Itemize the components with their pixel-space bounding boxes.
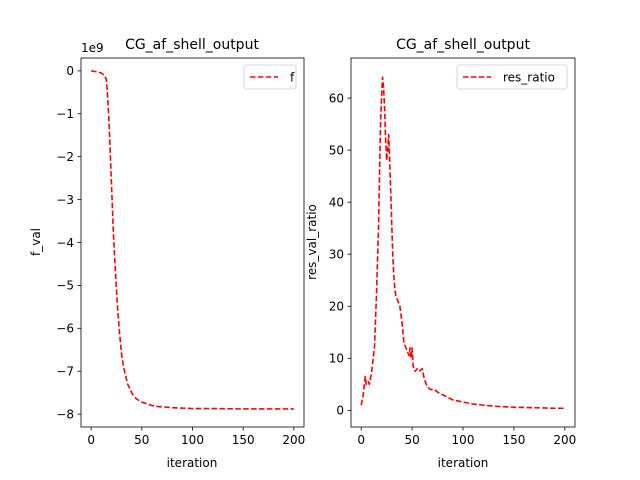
chart-left-legend-label: f <box>290 71 295 85</box>
chart-left-xtick-label: 200 <box>282 433 305 447</box>
chart-left-ytick-label: −3 <box>56 193 74 207</box>
chart-right-ytick-label: 20 <box>329 300 344 314</box>
chart-right-xlabel: iteration <box>438 456 489 470</box>
chart-left-series-line-0 <box>91 70 294 410</box>
chart-right-ytick-label: 30 <box>329 248 344 262</box>
chart-left: CG_af_shell_output 1e9 iteration f_val 0… <box>29 37 305 470</box>
chart-right-xtick-label: 200 <box>553 433 576 447</box>
chart-left-ytick-label: −5 <box>56 279 74 293</box>
chart-left-title: CG_af_shell_output <box>125 37 259 53</box>
chart-left-xtick-label: 100 <box>181 433 204 447</box>
chart-right-ytick-label: 40 <box>329 195 344 209</box>
chart-left-ytick-label: −7 <box>56 365 74 379</box>
chart-left-ytick-label: 0 <box>66 64 74 78</box>
chart-right-ytick-label: 10 <box>329 352 344 366</box>
chart-left-xtick-label: 0 <box>87 433 95 447</box>
chart-left-ytick-label: −6 <box>56 322 74 336</box>
chart-right-title: CG_af_shell_output <box>396 37 530 53</box>
chart-right-xtick-label: 0 <box>357 433 365 447</box>
chart-right-xtick-label: 50 <box>404 433 419 447</box>
chart-right-legend-box <box>456 64 568 90</box>
chart-left-ytick-label: −8 <box>56 407 74 421</box>
chart-right-ytick-label: 60 <box>329 91 344 105</box>
chart-right: CG_af_shell_output iteration res_val_rat… <box>305 37 576 470</box>
chart-right-series-line-0 <box>360 76 565 410</box>
chart-left-ytick-label: −4 <box>56 236 74 250</box>
chart-right-ytick-label: 50 <box>329 143 344 157</box>
chart-left-ylabel: f_val <box>29 228 43 256</box>
chart-left-ytick-label: −2 <box>56 150 74 164</box>
chart-right-legend-label: res_ratio <box>503 71 555 85</box>
chart-right-xtick-label: 100 <box>452 433 475 447</box>
chart-left-xtick-label: 50 <box>134 433 149 447</box>
chart-right-ytick-label: 0 <box>336 404 344 418</box>
chart-left-xtick-label: 150 <box>232 433 255 447</box>
chart-left-xlabel: iteration <box>167 456 218 470</box>
chart-left-offset-text: 1e9 <box>81 41 104 55</box>
chart-right-xtick-label: 150 <box>502 433 525 447</box>
chart-left-ytick-label: −1 <box>56 107 74 121</box>
chart-right-ylabel: res_val_ratio <box>305 204 319 280</box>
